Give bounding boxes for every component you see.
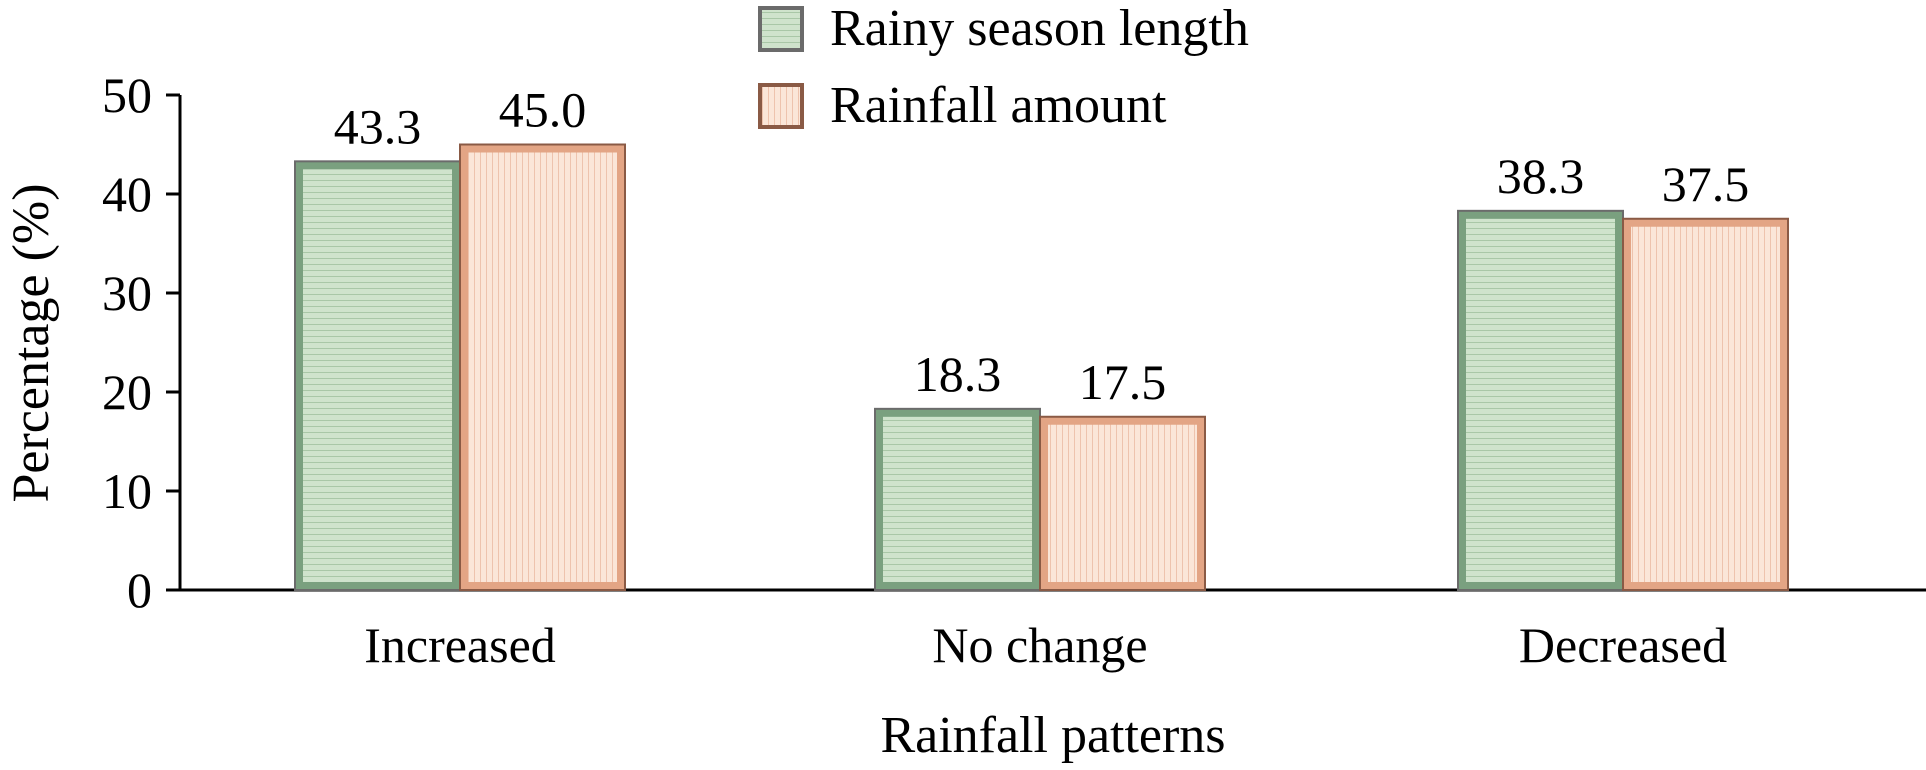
value-label-rainfall-amount-increased: 45.0 [499,82,587,138]
value-label-rainfall-amount-decreased: 37.5 [1662,156,1750,212]
bar-face [1466,218,1615,582]
legend-item-rainy-season-length: Rainy season length [758,0,1249,57]
bar-face [468,152,617,582]
value-label-rainy-season-length-no-change: 18.3 [914,346,1002,402]
legend-swatch-rainy-season-length [758,6,804,52]
value-label-rainy-season-length-increased: 43.3 [334,98,422,154]
y-tick-label: 30 [102,265,152,321]
x-category-label-decreased: Decreased [1519,617,1727,673]
value-label-rainy-season-length-decreased: 38.3 [1497,148,1585,204]
y-ticks: 0 10 20 30 40 50 [102,67,180,618]
bar-rainy-season-length-increased [294,160,461,592]
x-category-label-increased: Increased [364,617,556,673]
legend-label-rainfall-amount: Rainfall amount [830,77,1167,134]
legend-label-rainy-season-length: Rainy season length [830,0,1249,57]
x-axis-title: Rainfall patterns [880,707,1225,764]
legend: Rainy season length Rainfall amount [758,0,1249,134]
bar-rainfall-amount-decreased [1622,217,1789,591]
legend-item-rainfall-amount: Rainfall amount [758,77,1167,134]
bar-rainy-season-length-decreased [1457,209,1624,592]
bar-face [883,416,1032,582]
bar-face [303,169,452,582]
category-labels: Increased No change Decreased [364,617,1727,673]
bars [294,143,1789,592]
y-tick-label: 50 [102,67,152,123]
legend-swatch-rainfall-amount [758,83,804,129]
value-labels: 43.3 45.0 18.3 17.5 38.3 37.5 [334,82,1750,410]
bar-rainfall-amount-no-change [1039,415,1206,591]
bar-rainfall-amount-increased [459,143,626,591]
y-tick-label: 40 [102,166,152,222]
y-axis-title: Percentage (%) [3,183,60,502]
y-tick-label: 20 [102,364,152,420]
y-tick-label: 10 [102,463,152,519]
bar-face [1631,226,1780,582]
x-category-label-no-change: No change [932,617,1147,673]
y-tick-label: 0 [127,562,152,618]
bar-face [1048,424,1197,582]
value-label-rainfall-amount-no-change: 17.5 [1079,354,1167,410]
bar-rainy-season-length-no-change [874,407,1041,591]
